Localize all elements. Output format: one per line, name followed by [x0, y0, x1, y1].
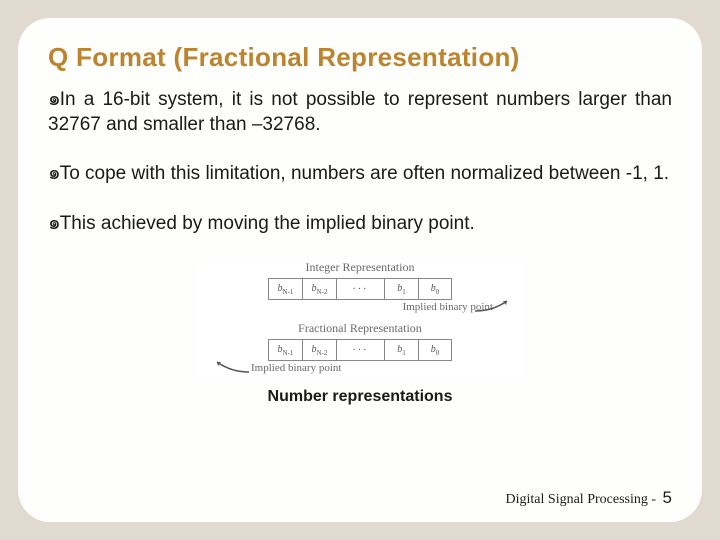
page-number: 5	[663, 488, 672, 507]
bullet-item: ๑In a 16-bit system, it is not possible …	[48, 87, 672, 137]
bit-cell: bN-2	[302, 339, 336, 361]
bit-cell: b0	[418, 339, 452, 361]
bullet-item: ๑This achieved by moving the implied bin…	[48, 211, 672, 237]
bullet-text: To cope with this limitation, numbers ar…	[60, 163, 669, 184]
slide-card: Q Format (Fractional Representation) ๑In…	[18, 18, 702, 522]
bit-cell: bN-1	[268, 339, 302, 361]
fractional-bit-row: bN-1 bN-2 ··· b1 b0	[195, 339, 525, 361]
bit-cell-ellipsis: ···	[336, 278, 384, 300]
diagram-caption: Number representations	[48, 388, 672, 406]
arrow-icon	[473, 299, 513, 313]
binary-point-diagram: Integer Representation bN-1 bN-2 ··· b1 …	[195, 260, 525, 382]
slide-title: Q Format (Fractional Representation)	[48, 42, 672, 73]
diagram-section-title: Fractional Representation	[195, 321, 525, 336]
bullet-marker-icon: ๑	[48, 212, 58, 234]
bullet-item: ๑To cope with this limitation, numbers a…	[48, 161, 672, 187]
bit-cell: bN-2	[302, 278, 336, 300]
arrow-icon	[211, 360, 251, 374]
bit-cell: bN-1	[268, 278, 302, 300]
bullet-text: This achieved by moving the implied bina…	[60, 213, 475, 234]
bit-cell-ellipsis: ···	[336, 339, 384, 361]
bullet-text: In a 16-bit system, it is not possible t…	[48, 89, 672, 135]
slide-footer: Digital Signal Processing - 5	[506, 488, 672, 508]
bullet-marker-icon: ๑	[48, 88, 58, 110]
bit-cell: b1	[384, 278, 418, 300]
bit-cell: b0	[418, 278, 452, 300]
pointer-row-fractional: Implied binary point	[195, 362, 525, 382]
pointer-row-integer: Implied binary point	[195, 301, 525, 321]
integer-bit-row: bN-1 bN-2 ··· b1 b0	[195, 278, 525, 300]
bit-cell: b1	[384, 339, 418, 361]
bullet-marker-icon: ๑	[48, 162, 58, 184]
footer-text: Digital Signal Processing -	[506, 492, 657, 507]
diagram-section-title: Integer Representation	[195, 260, 525, 275]
pointer-label: Implied binary point	[251, 362, 341, 374]
